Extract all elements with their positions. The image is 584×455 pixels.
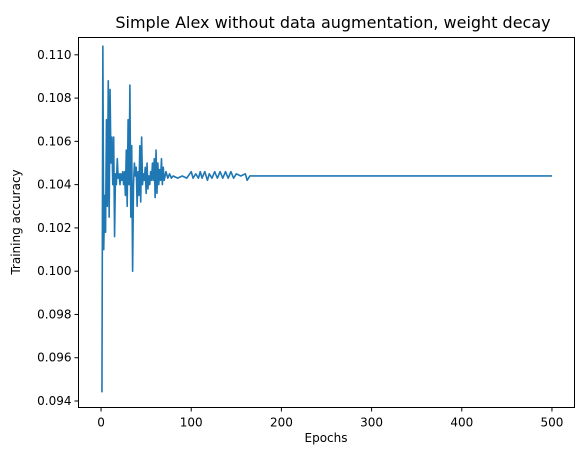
x-axis: 0 100 200 300 400 500 [97,407,564,430]
x-tick-label: 200 [270,416,293,430]
y-tick-label: 0.106 [37,134,71,148]
x-axis-label: Epochs [305,431,348,445]
y-tick-label: 0.094 [37,394,71,408]
y-tick-label: 0.108 [37,91,71,105]
x-tick-label: 500 [541,416,564,430]
y-axis: 0.094 0.096 0.098 0.100 0.102 0.104 0.106 0.108… [37,48,79,408]
y-tick-label: 0.102 [37,221,71,235]
y-tick-label: 0.098 [37,307,71,321]
x-tick-label: 400 [450,416,473,430]
y-tick-label: 0.096 [37,351,71,365]
plot-frame [78,37,575,408]
y-axis-label: Training accuracy [9,169,23,275]
y-tick-label: 0.104 [37,178,71,192]
x-tick-label: 100 [180,416,203,430]
x-tick-label: 300 [360,416,383,430]
series-line-1 [101,45,552,393]
series-layer [101,45,552,393]
x-tick-label: 0 [97,416,105,430]
chart-title: Simple Alex without data augmentation, w… [115,13,550,32]
y-tick-label: 0.100 [37,264,71,278]
y-tick-label: 0.110 [37,48,71,62]
